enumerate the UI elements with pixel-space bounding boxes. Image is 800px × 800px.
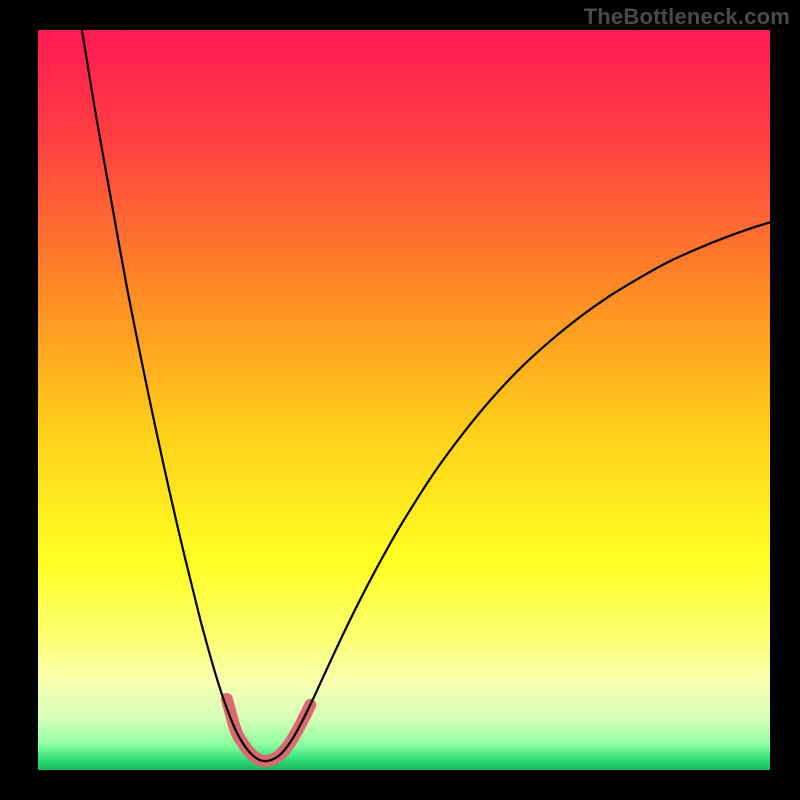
plot-background bbox=[38, 30, 770, 770]
watermark-text: TheBottleneck.com bbox=[584, 4, 790, 30]
plot-area bbox=[38, 30, 770, 770]
plot-svg bbox=[38, 30, 770, 770]
figure-root: TheBottleneck.com bbox=[0, 0, 800, 800]
